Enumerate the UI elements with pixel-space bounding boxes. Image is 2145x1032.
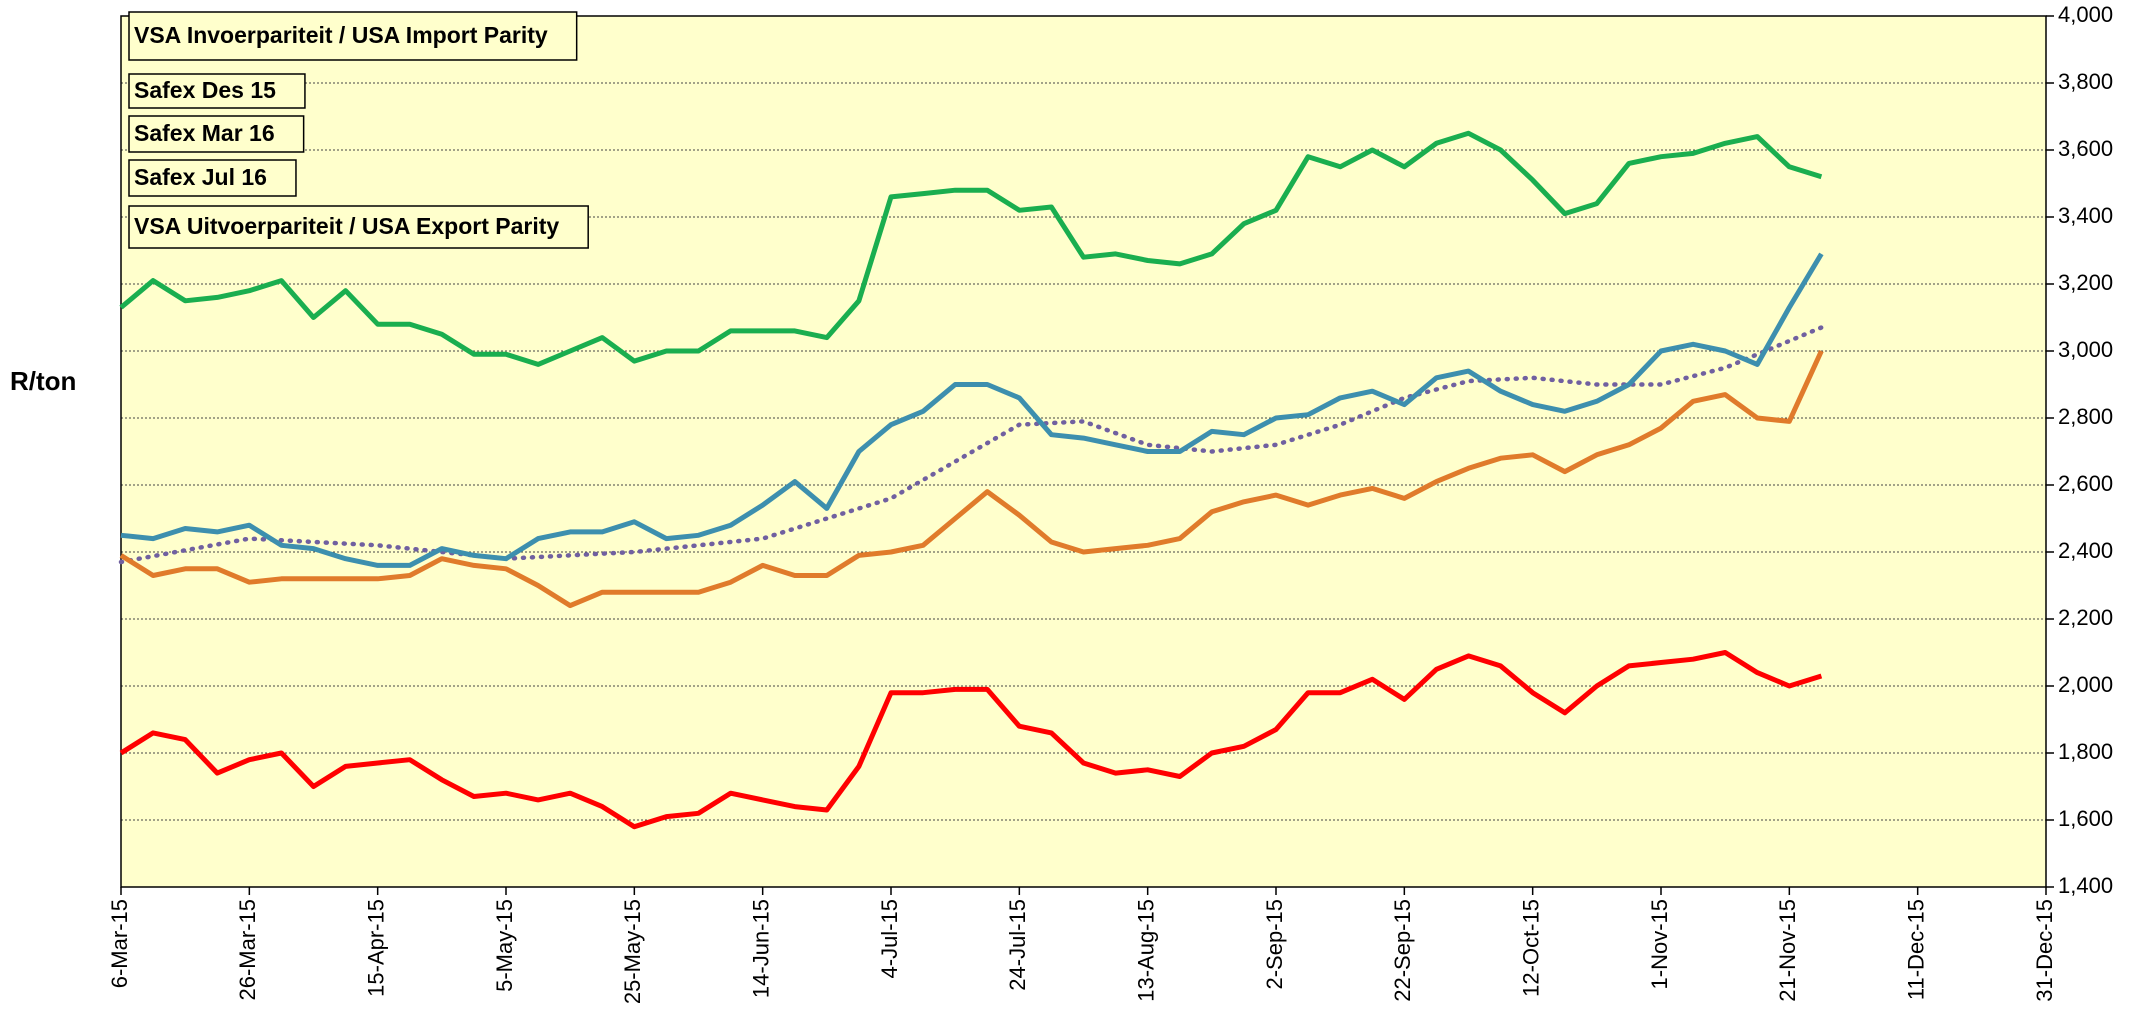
x-tick-label: 22-Sep-15 bbox=[1390, 899, 1415, 1002]
legend-box bbox=[128, 73, 306, 109]
x-tick-label: 5-May-15 bbox=[492, 899, 517, 992]
x-tick-label: 21-Nov-15 bbox=[1775, 899, 1800, 1002]
legend-label: Safex Des 15 bbox=[134, 77, 276, 103]
x-tick-label: 2-Sep-15 bbox=[1262, 899, 1287, 990]
y-tick-label: 2,800 bbox=[2058, 404, 2113, 429]
x-tick-label: 26-Mar-15 bbox=[235, 899, 260, 1000]
legend-label: Safex Jul 16 bbox=[134, 164, 267, 190]
y-tick-label: 3,800 bbox=[2058, 69, 2113, 94]
legend-box bbox=[128, 205, 589, 249]
y-tick-label: 2,000 bbox=[2058, 672, 2113, 697]
x-tick-label: 31-Dec-15 bbox=[2032, 899, 2057, 1002]
legend-label: VSA Uitvoerpariteit / USA Export Parity bbox=[134, 213, 559, 239]
plot-border bbox=[120, 15, 2047, 888]
y-tick-label: 3,000 bbox=[2058, 337, 2113, 362]
x-tick-label: 15-Apr-15 bbox=[363, 899, 388, 997]
legend-item: Safex Jul 16 bbox=[128, 159, 297, 197]
y-tick-label: 3,600 bbox=[2058, 136, 2113, 161]
x-tick-label: 6-Mar-15 bbox=[107, 899, 132, 988]
legend-label: VSA Invoerpariteit / USA Import Parity bbox=[134, 22, 548, 48]
y-tick-label: 3,200 bbox=[2058, 270, 2113, 295]
y-tick-label: 3,400 bbox=[2058, 203, 2113, 228]
x-tick-label: 13-Aug-15 bbox=[1133, 899, 1158, 1002]
x-tick-label: 11-Dec-15 bbox=[1903, 899, 1928, 1000]
y-tick-label: 2,400 bbox=[2058, 538, 2113, 563]
y-tick-label: 1,400 bbox=[2058, 873, 2113, 898]
y-tick-label: 1,800 bbox=[2058, 739, 2113, 764]
series-line bbox=[119, 349, 1824, 609]
legend-box bbox=[128, 159, 297, 197]
series-line bbox=[119, 130, 1823, 367]
y-tick-label: 1,600 bbox=[2058, 806, 2113, 831]
legend-item: VSA Invoerpariteit / USA Import Parity bbox=[128, 11, 578, 61]
legend-box bbox=[128, 115, 305, 153]
trend-line bbox=[118, 325, 1824, 565]
series-line bbox=[119, 650, 1823, 830]
x-tick-label: 24-Jul-15 bbox=[1005, 899, 1030, 991]
series-line bbox=[120, 252, 1824, 568]
x-tick-label: 14-Jun-15 bbox=[748, 899, 773, 998]
legend-item: VSA Uitvoerpariteit / USA Export Parity bbox=[128, 205, 589, 249]
x-tick-label: 25-May-15 bbox=[620, 899, 645, 1004]
plot-area bbox=[121, 16, 2046, 887]
y-tick-label: 2,200 bbox=[2058, 605, 2113, 630]
y-tick-label: 4,000 bbox=[2058, 2, 2113, 27]
y-axis-label: R/ton bbox=[10, 366, 76, 396]
y-tick-label: 2,600 bbox=[2058, 471, 2113, 496]
x-tick-label: 4-Jul-15 bbox=[877, 899, 902, 978]
legend-label: Safex Mar 16 bbox=[134, 120, 275, 146]
legend-item: Safex Mar 16 bbox=[128, 115, 305, 153]
x-tick-label: 12-Oct-15 bbox=[1518, 899, 1543, 997]
legend-box bbox=[128, 11, 578, 61]
x-tick-label: 1-Nov-15 bbox=[1647, 899, 1672, 989]
legend-item: Safex Des 15 bbox=[128, 73, 306, 109]
